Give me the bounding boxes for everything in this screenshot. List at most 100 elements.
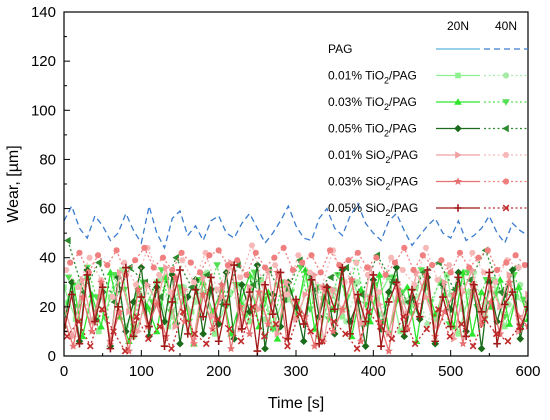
data-point-8-20 xyxy=(246,283,254,291)
y-tick-label-6: 120 xyxy=(31,53,56,70)
data-point-11-43 xyxy=(466,264,473,271)
data-point-11-24 xyxy=(289,266,297,274)
legend-entry-4: 0.01% SiO2/PAG xyxy=(328,148,418,165)
series-line-9 xyxy=(65,243,520,299)
data-point-2-27 xyxy=(374,296,380,303)
data-point-9-13 xyxy=(213,286,221,293)
data-point-12-48 xyxy=(431,337,439,346)
data-point-12-9 xyxy=(129,332,138,341)
data-point-4-22 xyxy=(264,288,272,295)
x-tick-label-6: 600 xyxy=(515,363,540,380)
data-point-7-10 xyxy=(218,300,226,309)
data-point-13-30 xyxy=(411,340,419,348)
data-point-10-48 xyxy=(505,277,514,286)
data-point-3-25 xyxy=(354,279,361,286)
data-point-8-32 xyxy=(358,320,365,328)
data-point-4-50 xyxy=(524,315,528,322)
data-point-10-6 xyxy=(115,307,124,316)
data-point-4-43 xyxy=(459,268,467,276)
data-point-5-48 xyxy=(510,272,518,279)
data-point-13-18 xyxy=(272,320,280,328)
data-point-9-15 xyxy=(237,274,244,281)
data-point-9-4 xyxy=(109,294,117,300)
data-point-8-17 xyxy=(218,293,226,301)
data-point-12-45 xyxy=(408,285,416,294)
data-point-9-28 xyxy=(387,254,395,261)
data-point-2-16 xyxy=(246,318,253,325)
data-point-13-0 xyxy=(64,332,71,340)
data-point-12-26 xyxy=(261,280,269,289)
data-point-2-32 xyxy=(432,316,438,322)
data-point-12-32 xyxy=(307,276,316,284)
legend-marker-6-0 xyxy=(454,204,462,212)
data-point-10-35 xyxy=(384,346,393,355)
data-point-12-54 xyxy=(477,307,486,316)
data-point-12-57 xyxy=(501,300,509,309)
data-point-6-27 xyxy=(269,290,277,299)
data-point-6-1 xyxy=(67,278,76,287)
data-point-12-50 xyxy=(446,322,455,331)
data-point-11-46 xyxy=(493,266,501,274)
data-point-8-48 xyxy=(506,271,514,279)
data-point-8-35 xyxy=(386,330,393,338)
data-point-8-15 xyxy=(200,273,207,282)
data-point-12-22 xyxy=(230,261,238,269)
data-point-12-3 xyxy=(83,271,91,279)
legend-marker-1-0 xyxy=(455,72,461,79)
data-point-4-47 xyxy=(496,276,504,283)
data-point-13-19 xyxy=(284,342,291,350)
data-point-9-35 xyxy=(469,249,476,256)
data-point-6-22 xyxy=(230,335,238,343)
data-point-12-55 xyxy=(485,268,494,277)
data-point-12-43 xyxy=(392,278,401,287)
data-point-2-3 xyxy=(96,328,102,335)
ticks-layer: 0 100 200 300 400 500 600 0 20 40 60 80 100 120 140 xyxy=(31,4,541,380)
data-point-8-16 xyxy=(209,312,217,321)
data-point-7-0 xyxy=(64,236,71,245)
data-point-13-22 xyxy=(318,337,326,345)
data-point-8-25 xyxy=(293,315,300,323)
data-point-13-4 xyxy=(110,328,117,335)
data-point-12-27 xyxy=(269,310,277,319)
data-point-8-23 xyxy=(274,330,282,338)
data-point-11-40 xyxy=(438,257,445,264)
data-point-13-1 xyxy=(75,318,83,325)
data-point-6-26 xyxy=(261,344,269,353)
data-point-12-17 xyxy=(191,285,200,294)
data-point-8-7 xyxy=(126,307,133,316)
data-point-13-14 xyxy=(226,325,233,333)
data-point-13-32 xyxy=(434,305,442,313)
data-point-8-6 xyxy=(116,268,124,277)
data-point-9-37 xyxy=(492,279,499,286)
data-point-6-58 xyxy=(508,266,517,274)
data-point-2-37 xyxy=(490,277,496,283)
data-point-12-56 xyxy=(493,339,501,348)
data-point-10-34 xyxy=(375,317,384,326)
data-point-8-26 xyxy=(302,290,310,299)
data-point-11-19 xyxy=(243,271,250,279)
legend-column-header-0: 20N xyxy=(447,19,469,33)
data-point-12-46 xyxy=(415,312,424,321)
data-point-2-15 xyxy=(235,281,241,288)
data-point-7-21 xyxy=(388,278,396,287)
data-point-4-23 xyxy=(273,335,282,342)
data-point-11-36 xyxy=(401,244,408,251)
data-point-7-6 xyxy=(156,293,164,301)
data-point-6-39 xyxy=(361,342,370,350)
data-point-6-55 xyxy=(485,278,494,287)
data-point-11-31 xyxy=(354,249,361,256)
legend-marker-3-1 xyxy=(502,124,509,133)
y-tick-label-5: 100 xyxy=(31,102,56,119)
data-point-11-16 xyxy=(215,247,222,254)
data-point-2-17 xyxy=(258,277,264,283)
data-point-4-44 xyxy=(468,330,477,337)
data-point-12-38 xyxy=(354,290,362,299)
series-line-1 xyxy=(64,202,528,250)
data-point-11-45 xyxy=(484,247,491,254)
data-point-11-7 xyxy=(132,257,139,264)
data-point-6-31 xyxy=(299,337,308,346)
data-point-13-23 xyxy=(330,318,338,325)
data-point-12-14 xyxy=(168,298,177,306)
data-point-8-11 xyxy=(163,263,170,272)
data-point-2-13 xyxy=(212,331,218,337)
